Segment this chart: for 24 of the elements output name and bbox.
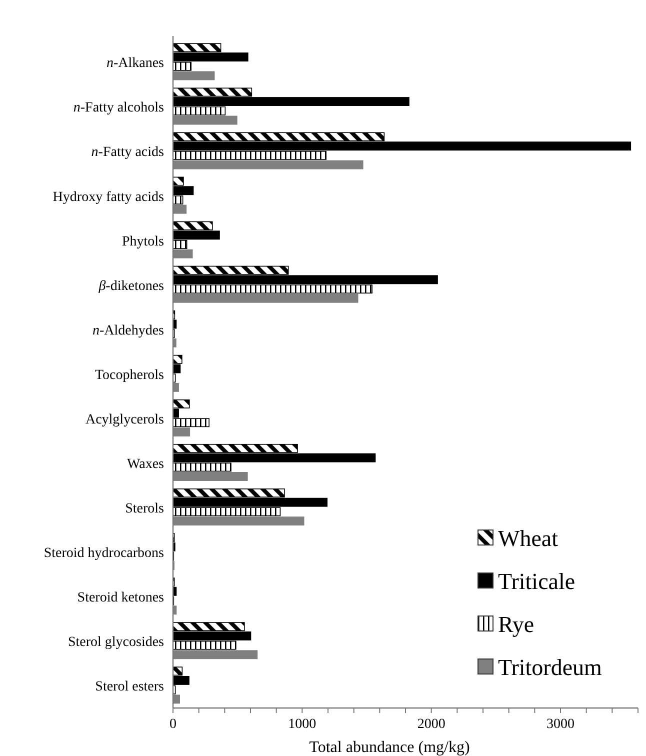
legend-label: Tritordeum: [498, 655, 602, 680]
x-tick-label: 1000: [288, 717, 316, 732]
y-tick-label: n-Fatty alcohols: [73, 100, 164, 116]
y-tick-label: Sterols: [125, 502, 164, 516]
x-tick-label: 2000: [417, 717, 446, 732]
y-tick-label: Acylglycerols: [85, 412, 164, 428]
y-tick-label: Phytols: [122, 234, 164, 250]
legend-label: Triticale: [498, 569, 576, 594]
y-tick-label: Sterol glycosides: [68, 635, 164, 650]
x-tick-label: 3000: [546, 717, 574, 732]
legend-label: Rye: [498, 612, 534, 638]
y-tick-label: Steroid ketones: [77, 590, 164, 606]
y-tick-label: Tocopherols: [94, 368, 164, 383]
y-tick-label: n-Alkanes: [106, 56, 164, 72]
y-tick-label: n-Aldehydes: [92, 323, 164, 338]
y-tick-label: Steroid hydrocarbons: [44, 546, 164, 562]
y-tick-label: Sterol esters: [95, 680, 164, 695]
y-tick-label: Waxes: [127, 456, 164, 472]
legend-label: Wheat: [498, 526, 559, 552]
y-tick-label: β-diketones: [98, 278, 164, 294]
x-axis-title: Total abundance (mg/kg): [309, 739, 470, 756]
y-tick-label: n-Fatty acids: [91, 145, 164, 160]
x-tick-label: 0: [170, 717, 176, 732]
y-tick-label: Hydroxy fatty acids: [52, 190, 164, 205]
